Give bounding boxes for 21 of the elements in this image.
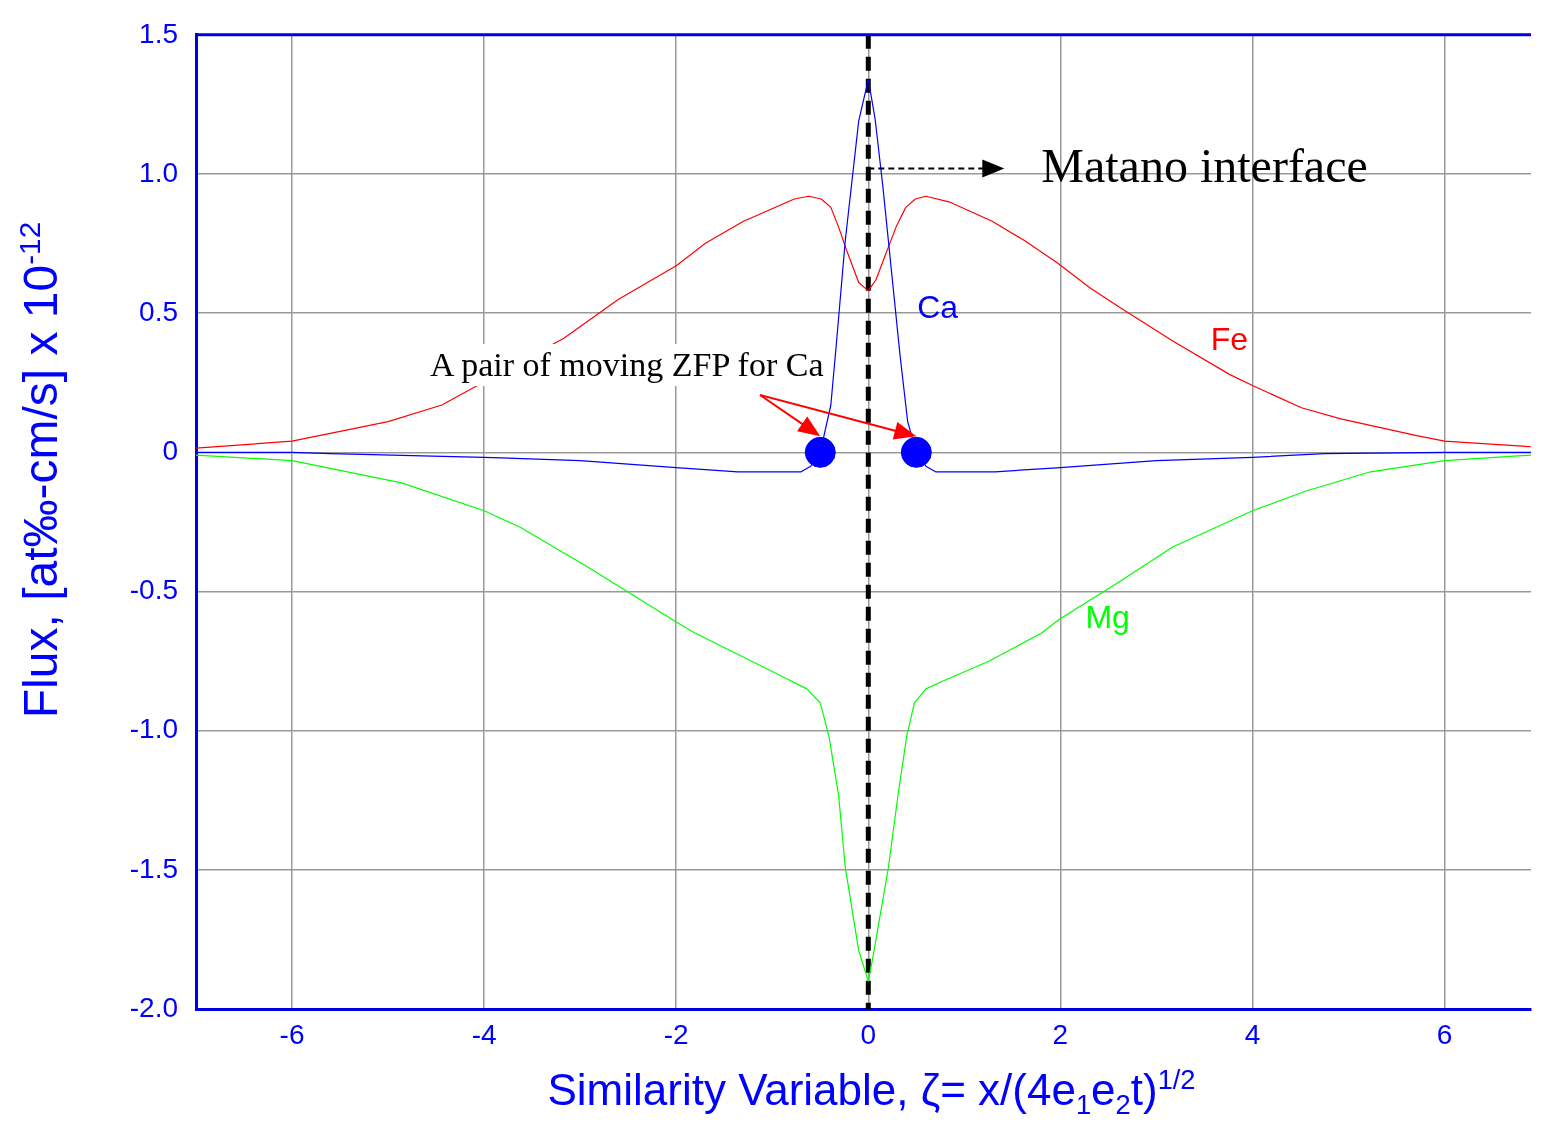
x-tick-label: 0 [860,1018,877,1050]
x-tick-label: -4 [471,1018,497,1050]
y-tick-label: -1.5 [129,852,178,884]
annotation: A pair of moving ZFP for Ca [426,344,828,386]
annotation: Matano interface [1041,138,1368,194]
y-tick-label: 0 [162,435,178,467]
y-tick-label: -2.0 [129,991,178,1023]
x-tick-label: -2 [663,1018,689,1050]
y-tick-label: 1.5 [139,17,178,49]
y-tick-label: -0.5 [129,574,178,606]
x-tick-label: 6 [1436,1018,1453,1050]
y-tick-label: -1.0 [129,713,178,745]
series-label: Ca [917,289,959,326]
y-tick-label: 1.0 [139,156,178,188]
x-axis-title: Similarity Variable, ζ= x/(4e$_{1}$e$_{2}$t)$^{1/2}$ [546,1064,1197,1122]
x-tick-label: 2 [1052,1018,1069,1050]
x-tick-label: -6 [279,1018,305,1050]
series-label: Mg [1085,599,1130,636]
x-tick-label: 4 [1244,1018,1261,1050]
series-label: Fe [1210,320,1249,357]
y-tick-label: 0.5 [139,295,178,327]
